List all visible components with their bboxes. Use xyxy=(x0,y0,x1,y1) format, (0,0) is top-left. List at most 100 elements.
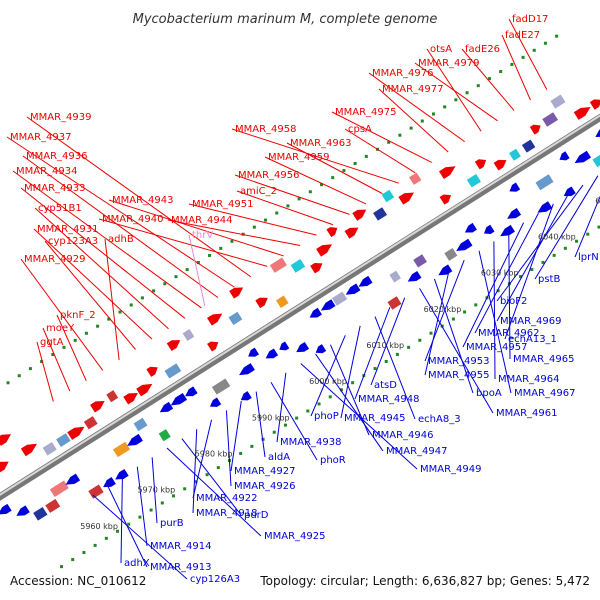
gene-box xyxy=(276,295,289,308)
gene-label[interactable]: amiC_2 xyxy=(240,186,277,197)
leader-line xyxy=(504,203,554,340)
gene-label[interactable]: lprN xyxy=(578,252,599,263)
gene-label[interactable]: MMAR_4918 xyxy=(196,508,258,519)
gene-label[interactable]: MMAR_4943 xyxy=(112,195,174,206)
forward-gene-arrow xyxy=(207,313,223,326)
gene-label[interactable]: cyp51B1 xyxy=(38,203,82,214)
gene-box xyxy=(211,378,231,395)
gene-label[interactable]: MMAR_4914 xyxy=(150,541,212,552)
gene-label[interactable]: bioF2 xyxy=(500,296,527,307)
tick-dot xyxy=(272,430,276,434)
leader-line xyxy=(426,48,482,132)
reverse-gene-arrow xyxy=(407,270,422,282)
gene-box xyxy=(290,258,306,273)
gene-label[interactable]: MMAR_4953 xyxy=(428,356,490,367)
gene-label[interactable]: MMAR_4927 xyxy=(234,466,296,477)
gene-label[interactable]: MMAR_4948 xyxy=(358,394,420,405)
gene-label[interactable]: MMAR_4963 xyxy=(290,138,352,149)
leader-line xyxy=(370,297,406,386)
gene-label[interactable]: echA8_3 xyxy=(418,414,461,425)
gene-label[interactable]: MMAR_4945 xyxy=(344,413,406,424)
forward-gene-arrow xyxy=(326,227,338,238)
forward-gene-arrow xyxy=(207,341,219,352)
forward-gene-arrow xyxy=(316,244,333,257)
gene-shape xyxy=(0,503,12,515)
gene-label[interactable]: MMAR_4939 xyxy=(30,112,92,123)
gene-label[interactable]: MMAR_4925 xyxy=(264,531,326,542)
gene-label[interactable]: MMAR_4934 xyxy=(16,166,78,177)
gene-shape xyxy=(170,393,188,406)
forward-gene-arrow xyxy=(439,166,456,179)
gene-box-shape xyxy=(373,207,387,221)
gene-label[interactable]: purD xyxy=(244,510,269,521)
gene-label[interactable]: MMAR_4940 xyxy=(102,214,164,225)
gene-label[interactable]: MMAR_4947 xyxy=(386,446,448,457)
gene-label[interactable]: MMAR_4946 xyxy=(372,430,434,441)
tick-dot xyxy=(339,388,343,392)
gene-label[interactable]: MMAR_4929 xyxy=(24,254,86,265)
reverse-gene-arrow xyxy=(239,363,255,376)
gene-label[interactable]: MMAR_4938 xyxy=(280,437,342,448)
gene-label[interactable]: MMAR_4913 xyxy=(150,562,212,573)
gene-label[interactable]: pknF_2 xyxy=(60,310,96,321)
leader-line xyxy=(166,447,262,537)
gene-label[interactable]: MMAR_4962 xyxy=(478,328,540,339)
gene-label[interactable]: otsA xyxy=(430,44,452,55)
forward-gene-arrow xyxy=(398,192,415,205)
gene-label[interactable]: fadE27 xyxy=(505,30,540,41)
gene-box-shape xyxy=(112,441,131,458)
gene-label[interactable]: MMAR_4965 xyxy=(513,354,575,365)
gene-label[interactable]: echA13_1 xyxy=(508,334,557,345)
gene-label[interactable]: fadE26 xyxy=(465,44,500,55)
gene-label[interactable]: MMAR_4944 xyxy=(171,215,233,226)
gene-label[interactable]: MMAR_4933 xyxy=(24,183,86,194)
gene-label[interactable]: atsD xyxy=(374,380,397,391)
gene-label[interactable]: MMAR_4937 xyxy=(10,132,72,143)
gene-label[interactable]: pstB xyxy=(538,274,560,285)
gene-label[interactable]: MMAR_4959 xyxy=(268,152,330,163)
gene-label[interactable]: adhB xyxy=(108,234,134,245)
gene-label[interactable]: MMAR_4926 xyxy=(234,481,296,492)
gene-label[interactable]: MMAR_4967 xyxy=(514,388,576,399)
gene-label[interactable]: cyp123A3 xyxy=(48,236,98,247)
gene-label[interactable]: MMAR_4961 xyxy=(496,408,558,419)
reverse-gene-arrow xyxy=(309,307,322,318)
gene-label[interactable]: MMAR_4958 xyxy=(235,124,297,135)
gene-box xyxy=(112,441,131,458)
gene-label[interactable]: MMAR_4931 xyxy=(37,224,99,235)
gene-label[interactable]: thrV xyxy=(192,230,213,241)
gene-label[interactable]: moeY xyxy=(46,323,75,334)
gene-label[interactable]: MMAR_4922 xyxy=(196,493,258,504)
kbp-ticks-layer: 5960 kbp 5970 kbp 5980 kbp 5990 kbp 6000 kbp… xyxy=(80,196,600,530)
gene-box-shape xyxy=(466,173,481,188)
reverse-gene-arrow xyxy=(159,401,174,413)
gene-label[interactable]: MMAR_4976 xyxy=(372,68,434,79)
gene-shape xyxy=(136,383,153,397)
gene-label[interactable]: cyp126A3 xyxy=(190,574,240,585)
gene-shape xyxy=(146,366,158,377)
gene-label[interactable]: MMAR_4977 xyxy=(382,84,444,95)
gene-label[interactable]: cpsA xyxy=(348,124,372,135)
gene-label[interactable]: MMAR_4957 xyxy=(466,342,528,353)
gene-label[interactable]: phoR xyxy=(320,455,346,466)
gene-label[interactable]: phoP xyxy=(314,411,339,422)
map-title: Mycobacterium marinum M, complete genome xyxy=(133,12,438,27)
gene-label[interactable]: MMAR_4975 xyxy=(335,107,397,118)
gene-label[interactable]: purB xyxy=(160,518,184,529)
gene-label[interactable]: aldA xyxy=(268,452,290,463)
gene-label[interactable]: adhX xyxy=(124,558,150,569)
gene-label[interactable]: MMAR_4936 xyxy=(26,151,88,162)
gene-label[interactable]: MMAR_4979 xyxy=(418,58,480,69)
gene-label[interactable]: MMAR_4951 xyxy=(192,199,254,210)
gene-label[interactable]: MMAR_4964 xyxy=(498,374,560,385)
reverse-gene-arrow xyxy=(16,505,30,516)
gene-label[interactable]: MMAR_4949 xyxy=(420,464,482,475)
gene-label[interactable]: MMAR_4956 xyxy=(238,170,300,181)
gene-label[interactable]: MMAR_4969 xyxy=(500,316,562,327)
tick-dot xyxy=(519,275,523,279)
gene-label[interactable]: MMAR_4955 xyxy=(428,370,490,381)
gene-label[interactable]: fadD17 xyxy=(512,14,548,25)
reverse-gene-arrow xyxy=(240,391,252,401)
gene-label[interactable]: ggtA xyxy=(40,337,64,348)
gene-label[interactable]: bpoA xyxy=(476,388,502,399)
